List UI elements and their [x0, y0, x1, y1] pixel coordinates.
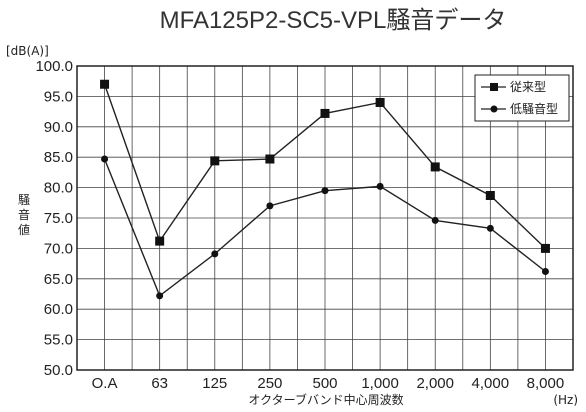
data-point-square — [430, 162, 440, 172]
y-tick-label: 70.0 — [44, 240, 73, 257]
y-axis-unit: [dB(A)] — [6, 44, 49, 58]
x-tick-label: 500 — [312, 375, 337, 392]
y-tick-label: 75.0 — [44, 210, 73, 227]
x-axis-unit: (Hz) — [553, 393, 578, 407]
y-tick-label: 50.0 — [44, 362, 73, 379]
x-axis-title: オクターブバンド中心周波数 — [248, 392, 403, 407]
chart-title: MFA125P2-SC5-VPL騒音データ — [160, 7, 507, 34]
data-point-square — [155, 236, 165, 246]
data-point-circle — [376, 182, 384, 190]
y-axis-title: 騒 音 値 — [18, 193, 30, 237]
y-tick-label: 80.0 — [44, 180, 73, 197]
data-point-circle — [211, 250, 219, 258]
series-layer — [100, 79, 550, 300]
data-point-circle — [156, 292, 164, 300]
x-tick-label: 4,000 — [472, 375, 510, 392]
legend-box — [474, 74, 570, 122]
y-axis-title-char: 騒 — [18, 193, 30, 207]
x-tick-label: 250 — [257, 375, 282, 392]
data-point-square — [265, 154, 275, 164]
y-tick-label: 95.0 — [44, 88, 73, 105]
data-point-square — [100, 79, 110, 89]
data-point-square — [375, 97, 385, 107]
x-tick-label: 1,000 — [361, 375, 399, 392]
data-point-circle — [431, 216, 439, 224]
data-point-square — [540, 243, 550, 253]
y-tick-label: 60.0 — [44, 301, 73, 318]
x-axis-ticks: O.A 63 125 250 500 1,000 2,000 4,000 8,000 — [92, 375, 565, 392]
legend-marker-square — [490, 83, 498, 91]
legend-marker-circle — [490, 105, 498, 113]
plot-frame — [76, 65, 574, 371]
x-tick-label: 8,000 — [527, 375, 565, 392]
y-tick-label: 90.0 — [44, 119, 73, 136]
y-axis-ticks: 50.0 55.0 60.0 65.0 70.0 75.0 80.0 85.0 90.0 95.0… — [35, 58, 73, 379]
data-point-square — [210, 156, 220, 166]
legend-label-conventional: 従来型 — [510, 80, 546, 94]
y-axis-title-char: 値 — [18, 222, 30, 237]
x-tick-label: 125 — [202, 375, 227, 392]
y-tick-label: 100.0 — [35, 58, 73, 75]
x-tick-label: 63 — [151, 375, 168, 392]
y-tick-label: 55.0 — [44, 332, 73, 349]
data-point-circle — [266, 202, 274, 210]
data-point-circle — [486, 224, 494, 232]
legend-label-low-noise: 低騒音型 — [510, 101, 558, 116]
data-point-square — [485, 191, 495, 201]
data-point-circle — [101, 155, 109, 163]
data-point-circle — [541, 268, 549, 276]
data-point-circle — [321, 187, 329, 195]
x-tick-label: O.A — [92, 375, 118, 392]
x-tick-label: 2,000 — [416, 375, 454, 392]
y-tick-label: 85.0 — [44, 149, 73, 166]
y-tick-label: 65.0 — [44, 271, 73, 288]
y-axis-title-char: 音 — [18, 207, 30, 222]
legend: 従来型 低騒音型 — [474, 74, 570, 122]
data-point-square — [320, 108, 330, 118]
